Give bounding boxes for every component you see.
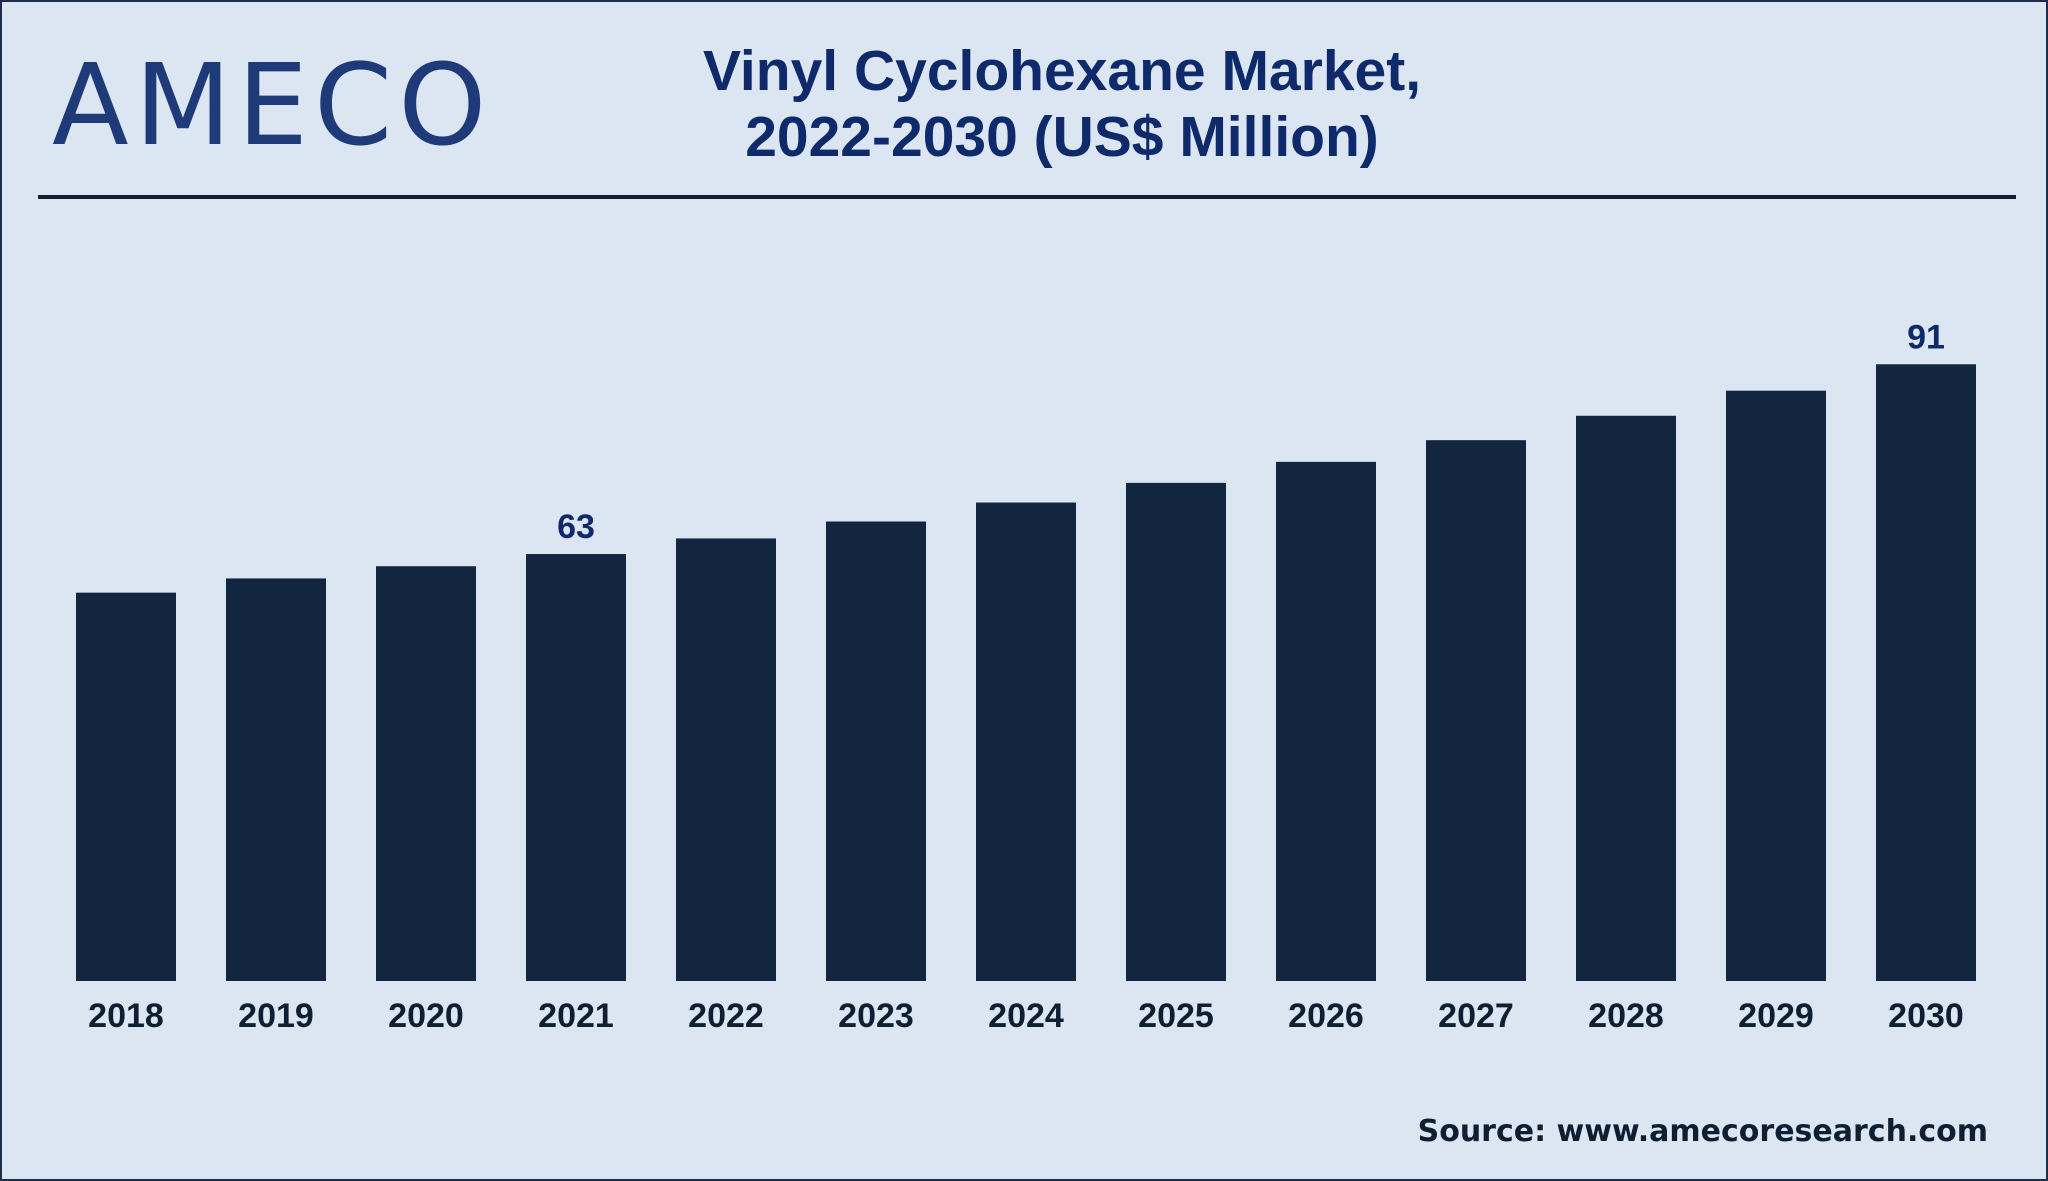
x-tick-label-2027: 2027 [1438,997,1514,1035]
x-tick-label-2020: 2020 [388,997,464,1035]
bar-2029 [1726,390,1826,982]
ameco-logo: AMECO [52,41,493,171]
data-label-2021: 63 [557,508,595,546]
x-tick-label-2022: 2022 [688,997,764,1035]
x-tick-label-2029: 2029 [1738,997,1814,1035]
x-tick-label-2028: 2028 [1588,997,1664,1035]
x-tick-label-2026: 2026 [1288,997,1364,1035]
bar-2028 [1576,415,1676,981]
bar-2027 [1426,440,1526,981]
x-tick-label-2019: 2019 [238,997,314,1035]
data-label-2030: 91 [1907,318,1945,356]
chart-subtitle: 2022-2030 (US$ Million) [745,105,1379,169]
x-tick-label-2018: 2018 [88,997,164,1035]
chart-title: Vinyl Cyclohexane Market, [702,39,1422,103]
title-divider [38,195,2016,199]
x-tick-label-2023: 2023 [838,997,914,1035]
bar-2022 [676,538,776,981]
bar-2025 [1126,482,1226,981]
source-note: Source: www.amecoresearch.com [1417,1114,1988,1149]
bar-2019 [226,578,326,981]
x-tick-label-2021: 2021 [538,997,614,1035]
x-tick-label-2024: 2024 [988,997,1064,1035]
bar-2026 [1276,461,1376,981]
x-tick-label-2025: 2025 [1138,997,1214,1035]
bar-2024 [976,502,1076,981]
bar-2020 [376,566,476,981]
bar-2030 [1876,364,1976,981]
bar-2018 [76,592,176,981]
chart-title-block: Vinyl Cyclohexane Market, 2022-2030 (US$… [562,38,1562,170]
bar-2023 [826,521,926,981]
x-tick-label-2030: 2030 [1888,997,1964,1035]
bar-2021 [526,554,626,981]
